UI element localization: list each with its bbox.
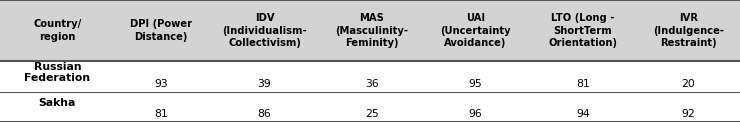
Text: UAI
(Uncertainty
Avoidance): UAI (Uncertainty Avoidance)	[440, 13, 511, 48]
Text: 92: 92	[682, 109, 695, 119]
FancyBboxPatch shape	[0, 0, 740, 61]
Text: 20: 20	[682, 79, 695, 89]
Text: 93: 93	[154, 79, 168, 89]
Text: 81: 81	[154, 109, 168, 119]
FancyBboxPatch shape	[0, 61, 740, 92]
Text: Country/
region: Country/ region	[33, 19, 81, 42]
Text: IVR
(Indulgence-
Restraint): IVR (Indulgence- Restraint)	[653, 13, 724, 48]
Text: 81: 81	[576, 79, 590, 89]
Text: Russian
Federation: Russian Federation	[24, 62, 90, 83]
Text: 94: 94	[576, 109, 590, 119]
Text: 96: 96	[468, 109, 482, 119]
FancyBboxPatch shape	[0, 92, 740, 122]
Text: IDV
(Individualism-
Collectivism): IDV (Individualism- Collectivism)	[222, 13, 307, 48]
Text: 39: 39	[258, 79, 272, 89]
Text: 36: 36	[365, 79, 379, 89]
Text: DPI (Power
Distance): DPI (Power Distance)	[130, 19, 192, 42]
Text: Sakha: Sakha	[38, 98, 76, 108]
Text: 25: 25	[365, 109, 379, 119]
Text: MAS
(Masculinity-
Feminity): MAS (Masculinity- Feminity)	[335, 13, 408, 48]
Text: 95: 95	[468, 79, 482, 89]
Text: 86: 86	[258, 109, 272, 119]
Text: LTO (Long -
ShortTerm
Orientation): LTO (Long - ShortTerm Orientation)	[548, 13, 617, 48]
